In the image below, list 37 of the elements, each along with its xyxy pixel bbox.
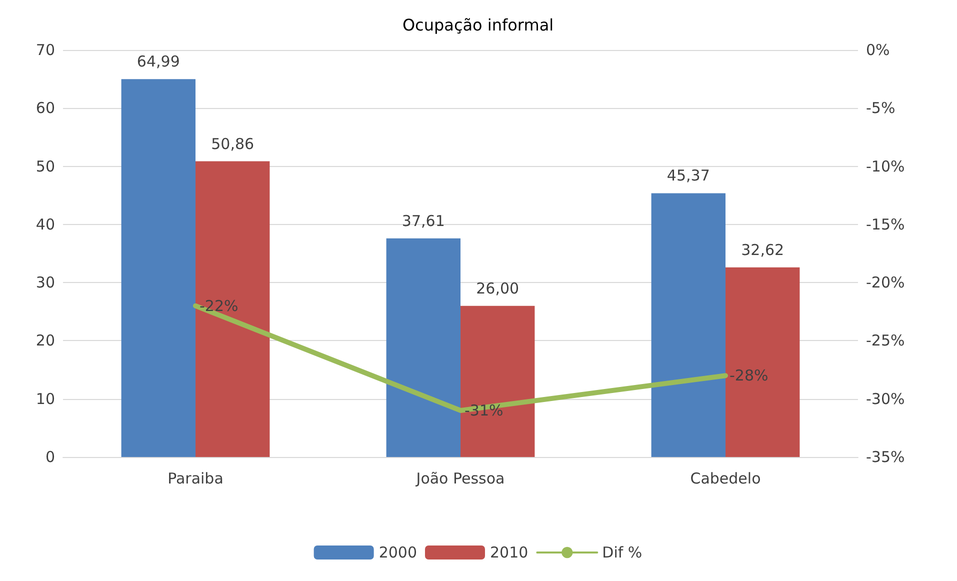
y-tick-label: 30 — [36, 274, 55, 292]
data-label: 37,61 — [402, 212, 445, 230]
legend-label: Dif % — [602, 544, 642, 562]
data-label: 64,99 — [136, 52, 180, 71]
bar — [460, 306, 535, 457]
chart-title: Ocupação informal — [402, 16, 554, 34]
y-tick-label: 10 — [36, 390, 55, 408]
data-label: 45,37 — [666, 166, 710, 185]
y2-tick-label: 0% — [866, 41, 890, 59]
bar — [386, 238, 460, 457]
legend-label: 2000 — [378, 544, 418, 562]
y2-tick-label: -20% — [866, 274, 905, 292]
x-tick-label: João Pessoa — [415, 470, 505, 488]
y-tick-label: 70 — [36, 41, 55, 59]
y2-tick-label: -5% — [866, 99, 896, 118]
legend-label: 2010 — [490, 544, 528, 562]
y-tick-label: 50 — [36, 157, 55, 176]
bar — [196, 161, 270, 457]
x-tick-label: Cabedelo — [690, 470, 761, 488]
data-label: -22% — [200, 296, 238, 315]
y-tick-label: 40 — [36, 215, 55, 234]
y2-tick-label: -15% — [866, 215, 905, 234]
y-tick-label: 20 — [36, 332, 55, 350]
data-label: 32,62 — [741, 240, 784, 259]
y2-tick-label: -25% — [866, 332, 905, 350]
y-tick-label: 60 — [36, 99, 55, 118]
bar — [651, 193, 726, 457]
bar — [121, 79, 196, 457]
data-label: 26,00 — [476, 279, 520, 298]
y2-tick-label: -10% — [866, 157, 905, 176]
data-label: -28% — [730, 366, 768, 385]
x-tick-label: Paraiba — [168, 470, 224, 488]
y2-tick-label: -35% — [866, 448, 905, 466]
data-label: 50,86 — [211, 134, 254, 153]
y-tick-label: 0 — [45, 448, 55, 466]
y2-tick-label: -30% — [866, 390, 905, 408]
bar — [726, 267, 800, 457]
